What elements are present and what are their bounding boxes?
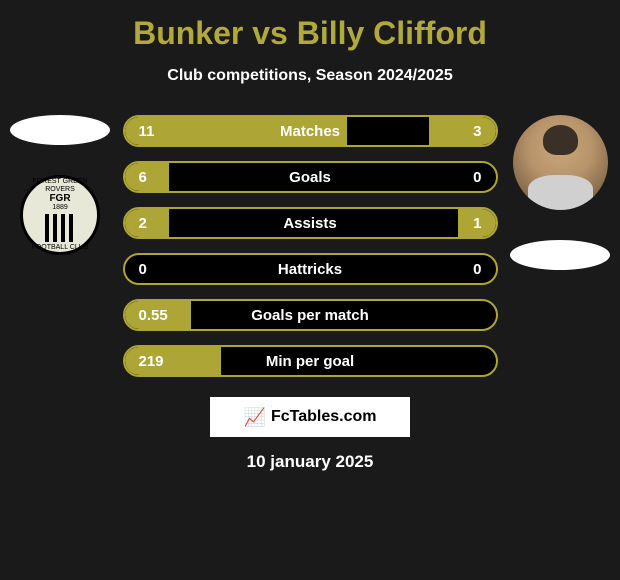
stat-value-left: 11 (139, 123, 155, 140)
stat-value-left: 6 (139, 169, 147, 186)
left-player-photo-placeholder (10, 115, 110, 145)
page-title: Bunker vs Billy Clifford (133, 15, 487, 52)
right-player-photo (513, 115, 608, 210)
stat-label: Assists (283, 215, 336, 232)
stat-bar: 11 Matches 3 (123, 115, 498, 147)
footer-date: 10 january 2025 (247, 452, 374, 472)
stat-label: Hattricks (278, 261, 342, 278)
stat-value-right: 3 (473, 123, 481, 140)
stat-bar: 2 Assists 1 (123, 207, 498, 239)
stat-fill-right (429, 117, 496, 145)
stat-label: Goals (289, 169, 331, 186)
stat-bar: 0 Hattricks 0 (123, 253, 498, 285)
stat-value-left: 219 (139, 353, 164, 370)
stats-column: 11 Matches 3 6 Goals 0 2 Assists 1 0 Hattricks 0 0.5… (123, 115, 498, 377)
page-subtitle: Club competitions, Season 2024/2025 (167, 67, 452, 85)
left-club-badge: FOREST GREEN ROVERS FGR 1889 FOOTBALL CL… (20, 175, 100, 255)
stat-value-right: 0 (473, 261, 481, 278)
club-badge-bottom-text: FOOTBALL CLUB (32, 244, 89, 252)
stat-value-left: 2 (139, 215, 147, 232)
stat-bar: 0.55 Goals per match (123, 299, 498, 331)
brand-logo[interactable]: 📈 FcTables.com (210, 397, 410, 437)
club-badge-year: 1889 (52, 204, 68, 212)
main-row: FOREST GREEN ROVERS FGR 1889 FOOTBALL CL… (0, 115, 620, 377)
brand-name: FcTables.com (271, 408, 377, 426)
stat-label: Matches (280, 123, 340, 140)
stat-value-right: 1 (473, 215, 481, 232)
stat-bar: 219 Min per goal (123, 345, 498, 377)
stat-label: Goals per match (251, 307, 369, 324)
right-player-column (508, 115, 613, 270)
club-badge-stripes (45, 214, 75, 242)
right-club-badge-placeholder (510, 240, 610, 270)
stat-value-left: 0 (139, 261, 147, 278)
club-badge-top-text: FOREST GREEN ROVERS (23, 178, 97, 193)
comparison-card: Bunker vs Billy Clifford Club competitio… (0, 0, 620, 580)
stat-label: Min per goal (266, 353, 354, 370)
left-player-column: FOREST GREEN ROVERS FGR 1889 FOOTBALL CL… (8, 115, 113, 255)
stat-bar: 6 Goals 0 (123, 161, 498, 193)
stat-value-left: 0.55 (139, 307, 168, 324)
club-badge-initials: FGR (49, 193, 70, 204)
chart-icon: 📈 (244, 407, 266, 428)
stat-value-right: 0 (473, 169, 481, 186)
